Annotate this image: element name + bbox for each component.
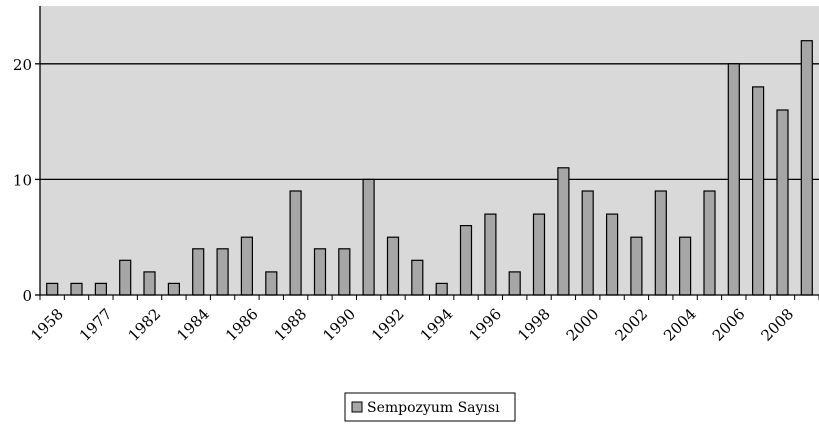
bar [313,248,327,296]
bar [751,86,765,296]
x-tick-label: 1984 [173,305,213,345]
bar [265,271,278,296]
bar [362,178,375,296]
x-tick-label: 1986 [222,305,262,345]
x-tick-label: 2008 [758,305,798,345]
bar [216,248,229,296]
gridlines [40,63,819,181]
bar [557,167,570,296]
bar [94,282,108,296]
x-tick-labels: 1958 1977 1982 1984 1986 1988 1990 1992 1994 1996… [27,305,797,345]
bar [727,63,740,296]
bar [46,282,59,296]
bar [703,190,716,296]
bar [654,190,667,296]
x-tick-label: 1996 [465,305,505,345]
x-tick-label: 1977 [76,305,116,345]
x-tick-label: 2000 [563,305,603,345]
bar [119,259,132,296]
x-tick-label: 2002 [611,305,651,345]
x-tick-label: 2004 [660,305,700,345]
bar [678,236,692,296]
bar [70,282,83,296]
x-tick-label: 1958 [27,305,67,345]
bar [581,190,594,296]
x-tick-label: 1992 [368,305,408,345]
x-tick-label: 1998 [514,305,554,345]
bar [411,259,424,296]
bar [508,271,521,296]
bar [605,213,619,296]
bars [46,40,813,296]
x-tick-label: 1990 [319,305,359,345]
bar [435,282,448,296]
bar [192,248,205,296]
bar [484,213,497,296]
x-tick-label: 1994 [417,305,457,345]
bar [289,190,302,296]
x-tick-label: 1982 [125,305,165,345]
axes [35,6,819,300]
y-tick-label: 0 [22,287,32,305]
bar [338,248,351,296]
bar [240,236,253,296]
bar [800,40,813,296]
bar [386,236,400,296]
x-tick-label: 2006 [709,305,749,345]
bar [459,225,473,296]
bar [532,213,546,296]
legend-box [344,392,516,422]
x-tick-label: 1988 [271,305,311,345]
bar [630,236,643,296]
bar [776,109,789,296]
legend: Sempozyum Sayısı [344,392,516,422]
y-tick-label: 20 [13,56,32,74]
y-tick-labels: 0 10 20 [13,56,32,305]
plot-area [40,6,819,295]
bar [143,271,156,296]
bar [167,282,180,296]
y-tick-label: 10 [13,171,32,189]
legend-swatch [351,401,363,413]
legend-label: Sempozyum Sayısı [367,400,500,416]
